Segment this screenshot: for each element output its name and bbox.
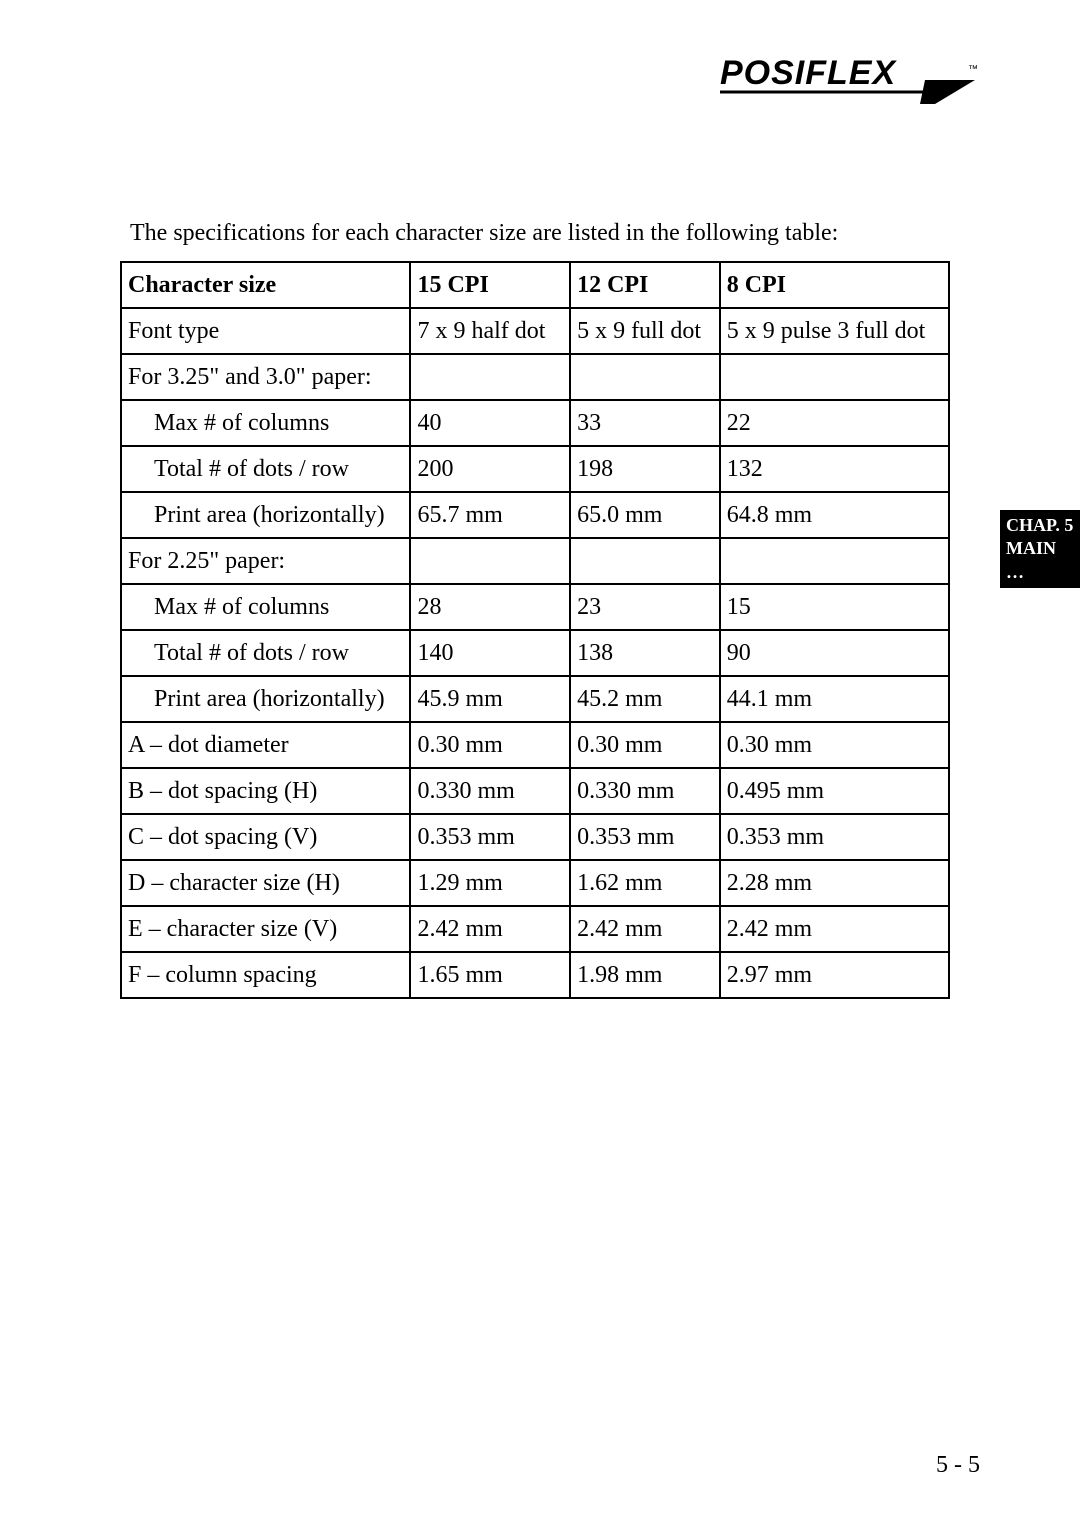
table-cell: 1.62 mm xyxy=(570,860,720,906)
table-cell: A – dot diameter xyxy=(121,722,410,768)
table-cell: 138 xyxy=(570,630,720,676)
table-row: Max # of columns403322 xyxy=(121,400,949,446)
table-cell: C – dot spacing (V) xyxy=(121,814,410,860)
table-cell: D – character size (H) xyxy=(121,860,410,906)
table-cell: Total # of dots / row xyxy=(121,446,410,492)
brand-logo: POSIFLEX ™ xyxy=(720,50,980,115)
table-cell: 15 xyxy=(720,584,949,630)
table-cell xyxy=(720,354,949,400)
table-cell xyxy=(570,354,720,400)
table-cell: 28 xyxy=(410,584,570,630)
page-number: 5 - 5 xyxy=(936,1452,980,1479)
table-row: A – dot diameter0.30 mm0.30 mm0.30 mm xyxy=(121,722,949,768)
table-cell xyxy=(720,538,949,584)
table-row: Total # of dots / row14013890 xyxy=(121,630,949,676)
table-cell: 5 x 9 pulse 3 full dot xyxy=(720,308,949,354)
table-cell: Max # of columns xyxy=(121,400,410,446)
table-cell: 2.42 mm xyxy=(570,906,720,952)
table-cell: 1.98 mm xyxy=(570,952,720,998)
table-cell: 44.1 mm xyxy=(720,676,949,722)
table-cell: 65.0 mm xyxy=(570,492,720,538)
table-cell: E – character size (V) xyxy=(121,906,410,952)
table-cell: 0.495 mm xyxy=(720,768,949,814)
table-cell: 23 xyxy=(570,584,720,630)
table-cell: 40 xyxy=(410,400,570,446)
table-cell: 0.353 mm xyxy=(720,814,949,860)
table-cell: 1.65 mm xyxy=(410,952,570,998)
table-cell: 22 xyxy=(720,400,949,446)
table-cell: 0.353 mm xyxy=(410,814,570,860)
table-cell: For 2.25" paper: xyxy=(121,538,410,584)
col-header: Character size xyxy=(121,262,410,308)
col-header: 8 CPI xyxy=(720,262,949,308)
table-cell: 200 xyxy=(410,446,570,492)
table-cell: 2.42 mm xyxy=(720,906,949,952)
table-cell: 2.42 mm xyxy=(410,906,570,952)
table-cell: 140 xyxy=(410,630,570,676)
intro-text: The specifications for each character si… xyxy=(130,220,980,247)
table-cell: 2.28 mm xyxy=(720,860,949,906)
table-cell: 132 xyxy=(720,446,949,492)
spec-table: Character size 15 CPI 12 CPI 8 CPI Font … xyxy=(120,261,950,999)
table-cell: For 3.25" and 3.0" paper: xyxy=(121,354,410,400)
table-cell xyxy=(410,538,570,584)
table-cell: 0.330 mm xyxy=(410,768,570,814)
table-cell: 0.30 mm xyxy=(410,722,570,768)
table-cell: 7 x 9 half dot xyxy=(410,308,570,354)
table-cell: B – dot spacing (H) xyxy=(121,768,410,814)
table-cell: 65.7 mm xyxy=(410,492,570,538)
table-row: For 2.25" paper: xyxy=(121,538,949,584)
table-row: For 3.25" and 3.0" paper: xyxy=(121,354,949,400)
table-cell: Total # of dots / row xyxy=(121,630,410,676)
table-cell: 0.30 mm xyxy=(720,722,949,768)
table-row: F – column spacing1.65 mm1.98 mm2.97 mm xyxy=(121,952,949,998)
table-header-row: Character size 15 CPI 12 CPI 8 CPI xyxy=(121,262,949,308)
table-row: D – character size (H)1.29 mm1.62 mm2.28… xyxy=(121,860,949,906)
table-cell: 45.2 mm xyxy=(570,676,720,722)
table-cell: 0.353 mm xyxy=(570,814,720,860)
side-tab-line2: MAIN … xyxy=(1006,538,1056,581)
table-cell: 2.97 mm xyxy=(720,952,949,998)
table-cell: 64.8 mm xyxy=(720,492,949,538)
table-cell: 198 xyxy=(570,446,720,492)
table-row: E – character size (V)2.42 mm2.42 mm2.42… xyxy=(121,906,949,952)
chapter-side-tab: CHAP. 5 MAIN … xyxy=(1000,510,1080,588)
table-cell: 1.29 mm xyxy=(410,860,570,906)
table-cell: Print area (horizontally) xyxy=(121,676,410,722)
table-cell: Max # of columns xyxy=(121,584,410,630)
table-cell: 0.330 mm xyxy=(570,768,720,814)
table-row: C – dot spacing (V)0.353 mm0.353 mm0.353… xyxy=(121,814,949,860)
table-row: Print area (horizontally)65.7 mm65.0 mm6… xyxy=(121,492,949,538)
table-cell: 33 xyxy=(570,400,720,446)
table-cell: Font type xyxy=(121,308,410,354)
table-row: Total # of dots / row200198132 xyxy=(121,446,949,492)
table-row: Print area (horizontally)45.9 mm45.2 mm4… xyxy=(121,676,949,722)
table-row: Font type7 x 9 half dot5 x 9 full dot5 x… xyxy=(121,308,949,354)
table-cell: 5 x 9 full dot xyxy=(570,308,720,354)
table-cell xyxy=(570,538,720,584)
table-cell: 90 xyxy=(720,630,949,676)
table-row: Max # of columns282315 xyxy=(121,584,949,630)
side-tab-line1: CHAP. 5 xyxy=(1006,515,1073,535)
svg-text:POSIFLEX: POSIFLEX xyxy=(720,54,897,92)
table-cell: F – column spacing xyxy=(121,952,410,998)
col-header: 12 CPI xyxy=(570,262,720,308)
table-row: B – dot spacing (H)0.330 mm0.330 mm0.495… xyxy=(121,768,949,814)
table-cell xyxy=(410,354,570,400)
table-cell: 45.9 mm xyxy=(410,676,570,722)
table-cell: 0.30 mm xyxy=(570,722,720,768)
svg-text:™: ™ xyxy=(968,64,978,75)
table-cell: Print area (horizontally) xyxy=(121,492,410,538)
col-header: 15 CPI xyxy=(410,262,570,308)
